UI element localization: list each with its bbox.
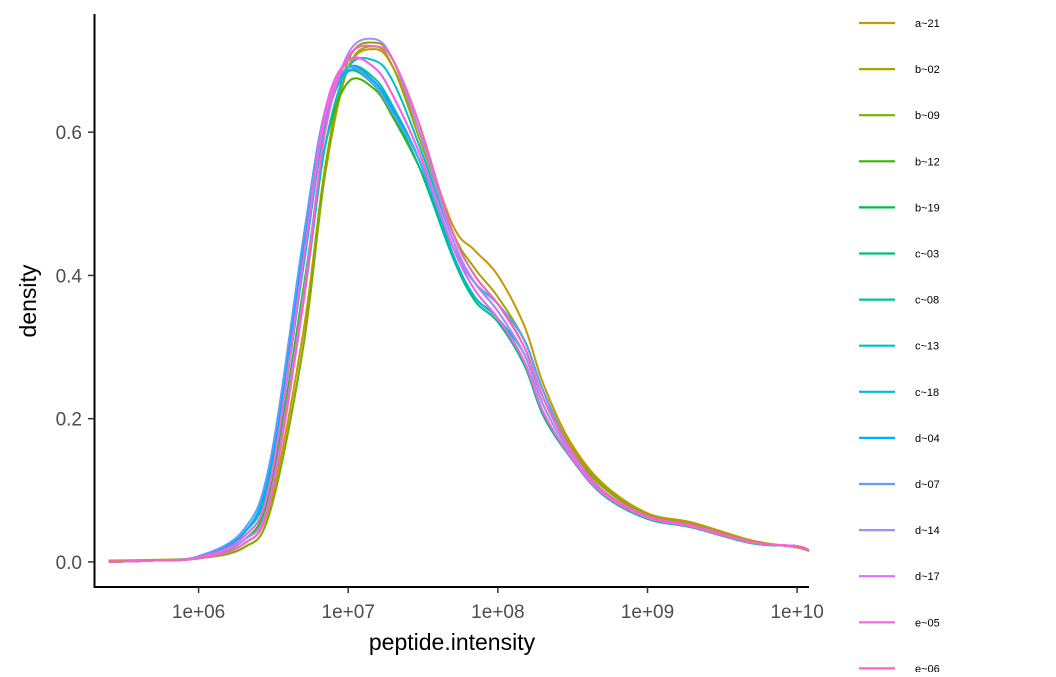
legend-label: c~13 (915, 341, 939, 353)
x-tick-label: 1e+09 (621, 602, 674, 623)
x-tick-label: 1e+06 (172, 602, 225, 623)
series-line-d-07 (108, 65, 810, 563)
legend-label: d~04 (915, 433, 940, 445)
legend-item-e-05: e~05 (859, 617, 940, 629)
legend-label: b~19 (915, 202, 940, 214)
y-axis-ticks: 0.0 0.2 0.4 0.6 (56, 123, 94, 574)
x-tick-label: 1e+07 (322, 602, 375, 623)
series-line-a-21 (108, 48, 810, 562)
legend-label: b~02 (915, 64, 940, 76)
y-axis-title: density (15, 264, 41, 337)
legend-item-b-12: b~12 (859, 156, 940, 168)
legend-label: e~06 (915, 663, 940, 672)
legend: a~21 b~02 b~09 b~12 b~19 c~03 c~08 c~13 c~18 d~04… (859, 18, 940, 675)
legend-item-a-21: a~21 (859, 18, 940, 30)
legend-item-c-18: c~18 (859, 387, 939, 399)
series-line-d-17 (108, 56, 810, 563)
legend-label: d~14 (915, 525, 940, 537)
legend-item-e-06: e~06 (859, 663, 940, 675)
series-line-c-03 (108, 69, 810, 563)
legend-label: c~18 (915, 387, 939, 399)
legend-label: b~09 (915, 110, 940, 122)
series-line-c-08 (108, 64, 810, 563)
x-axis-ticks: 1e+06 1e+07 1e+08 1e+09 1e+10 (172, 587, 824, 623)
legend-item-b-02: b~02 (859, 64, 940, 76)
series-line-b-19 (108, 65, 810, 563)
series-line-e-05 (108, 56, 810, 563)
legend-label: d~17 (915, 571, 940, 583)
legend-item-b-09: b~09 (859, 110, 940, 122)
legend-item-d-07: d~07 (859, 479, 940, 491)
series-line-b-09 (108, 41, 810, 563)
y-tick-label: 0.2 (56, 410, 82, 431)
series-line-b-12 (108, 77, 810, 563)
legend-item-b-19: b~19 (859, 202, 940, 214)
legend-item-d-14: d~14 (859, 525, 940, 537)
series-line-c-18 (108, 68, 810, 563)
y-tick-label: 0.0 (56, 553, 82, 574)
series-layer (108, 37, 810, 563)
y-tick-label: 0.6 (56, 123, 82, 144)
y-tick-label: 0.4 (56, 266, 83, 287)
legend-label: d~07 (915, 479, 940, 491)
series-line-d-14 (108, 37, 810, 563)
series-line-b-02 (108, 45, 810, 563)
series-line-e-06 (108, 44, 810, 563)
legend-label: e~05 (915, 617, 940, 629)
legend-label: a~21 (915, 18, 940, 30)
legend-item-d-17: d~17 (859, 571, 940, 583)
legend-label: b~12 (915, 156, 940, 168)
legend-item-c-08: c~08 (859, 295, 939, 307)
legend-label: c~08 (915, 295, 939, 307)
legend-item-c-03: c~03 (859, 249, 939, 261)
series-line-d-04 (108, 65, 810, 563)
legend-label: c~03 (915, 249, 939, 261)
x-tick-label: 1e+10 (770, 602, 823, 623)
x-tick-label: 1e+08 (471, 602, 524, 623)
series-line-c-13 (108, 56, 810, 563)
legend-item-c-13: c~13 (859, 341, 939, 353)
legend-item-d-04: d~04 (859, 433, 940, 445)
x-axis-title: peptide.intensity (369, 629, 536, 655)
